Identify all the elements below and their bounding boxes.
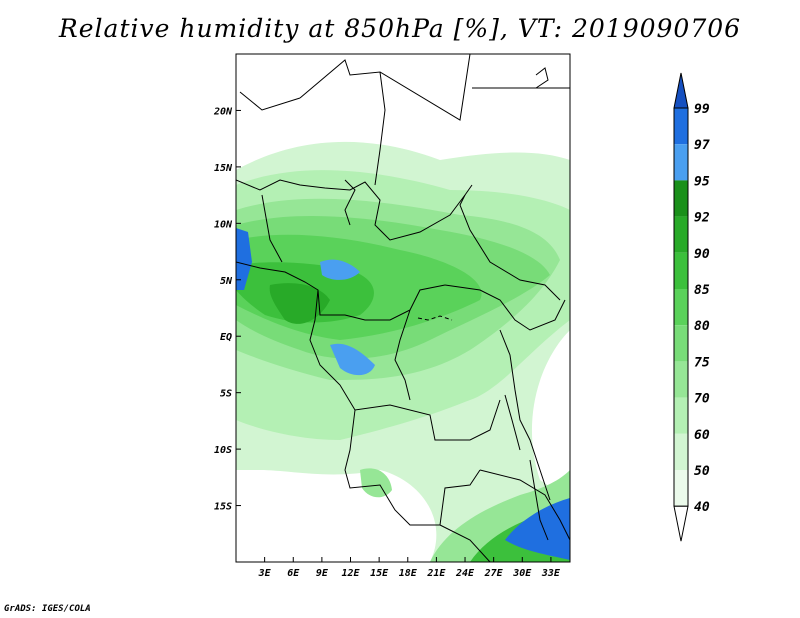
lat-tick-label: 5S — [220, 389, 232, 400]
lat-tick-label: EQ — [220, 332, 232, 343]
colorbar-level-label: 92 — [694, 211, 710, 226]
colorbar-swatch — [674, 144, 688, 181]
rh-95-region-cameroon — [320, 259, 360, 280]
colorbar-level-label: 40 — [694, 500, 710, 515]
cameroon-coast-border — [236, 261, 446, 321]
rh-95-region-congo — [330, 343, 375, 376]
mali-border — [239, 91, 301, 111]
mozambique-border — [479, 469, 570, 541]
lake-tanganyika-shore — [504, 394, 521, 451]
colorbar-min-arrow — [673, 505, 689, 542]
lon-tick-label: 15E — [370, 568, 389, 579]
colorbar-swatch — [674, 289, 688, 326]
sudan-south-border — [459, 194, 561, 301]
map-title: Relative humidity at 850hPa [%], VT: 201… — [58, 14, 742, 43]
lon-tick-label: 30E — [512, 568, 532, 579]
lon-tick-label: 33E — [541, 568, 561, 579]
chad-nigeria-border — [344, 179, 356, 226]
coastline-northeast — [535, 67, 549, 89]
lat-tick-label: 5N — [220, 276, 233, 287]
lat-tick-label: 20N — [213, 106, 233, 117]
rh-97-region-coast — [236, 228, 252, 290]
lake-boundary — [417, 315, 453, 321]
lat-tick-label: 15N — [214, 163, 233, 174]
plot-frame — [235, 53, 571, 563]
lon-tick-label: 18E — [399, 568, 418, 579]
lon-tick-label: 3E — [258, 568, 272, 579]
colorbar-swatch — [674, 180, 688, 217]
colorbar-swatch — [674, 252, 688, 289]
botswana-border — [439, 524, 491, 562]
colorbar-level-label: 70 — [694, 392, 710, 407]
colorbar-swatch — [674, 397, 688, 434]
colorbar-level-label: 95 — [694, 174, 710, 189]
colorbar-swatch — [674, 216, 688, 253]
angola-zambia-border — [344, 409, 481, 526]
nigeria-west-border — [261, 194, 283, 263]
colorbar-level-label: 50 — [694, 464, 710, 479]
longitude-axis: 3E 6E 9E 12E 15E 18E 21E 24E 27E 30E 33E — [258, 557, 561, 579]
colorbar-swatch — [674, 108, 688, 145]
lat-tick-label: 15S — [214, 502, 232, 513]
rh-97-region-south — [505, 498, 570, 560]
humidity-field — [236, 54, 570, 562]
colorbar-swatch — [674, 325, 688, 362]
lon-tick-label: 12E — [341, 568, 360, 579]
grads-credit: GrADS: IGES/COLA — [4, 604, 91, 614]
lat-tick-label: 10N — [214, 219, 233, 230]
rh-92-region — [269, 283, 330, 324]
political-boundaries — [236, 54, 570, 562]
colorbar-level-label: 85 — [694, 283, 710, 298]
colorbar-swatch — [674, 433, 688, 470]
lon-tick-label: 27E — [484, 568, 504, 579]
colorbar-level-label: 75 — [694, 355, 710, 370]
lat-tick-label: 10S — [214, 445, 232, 456]
libya-border — [379, 54, 471, 121]
congo-angola-border — [309, 289, 501, 441]
rh-75-region-angola — [360, 468, 392, 498]
colorbar-level-label: 90 — [694, 247, 710, 262]
lake-malawi-shore — [529, 459, 549, 541]
colorbar-level-label: 60 — [694, 428, 710, 443]
lon-tick-label: 6E — [287, 568, 300, 579]
sahel-border — [236, 179, 473, 241]
lon-tick-label: 21E — [426, 568, 446, 579]
rift-valley-border — [499, 329, 551, 501]
colorbar-level-label: 97 — [694, 138, 710, 153]
colorbar-level-label: 80 — [694, 319, 710, 334]
latitude-axis: 20N 15N 10N 5N EQ 5S 10S 15S — [213, 106, 241, 513]
colorbar-swatch — [674, 361, 688, 398]
drc-west-border — [394, 309, 411, 401]
lon-tick-label: 24E — [455, 568, 475, 579]
colorbar-swatch — [674, 470, 688, 507]
drc-uganda-border — [444, 284, 566, 331]
colorbar: 99 97 95 92 90 85 80 75 70 60 50 40 — [673, 72, 710, 542]
colorbar-max-arrow — [673, 72, 689, 109]
colorbar-level-label: 99 — [694, 102, 710, 117]
lon-tick-label: 9E — [316, 568, 329, 579]
